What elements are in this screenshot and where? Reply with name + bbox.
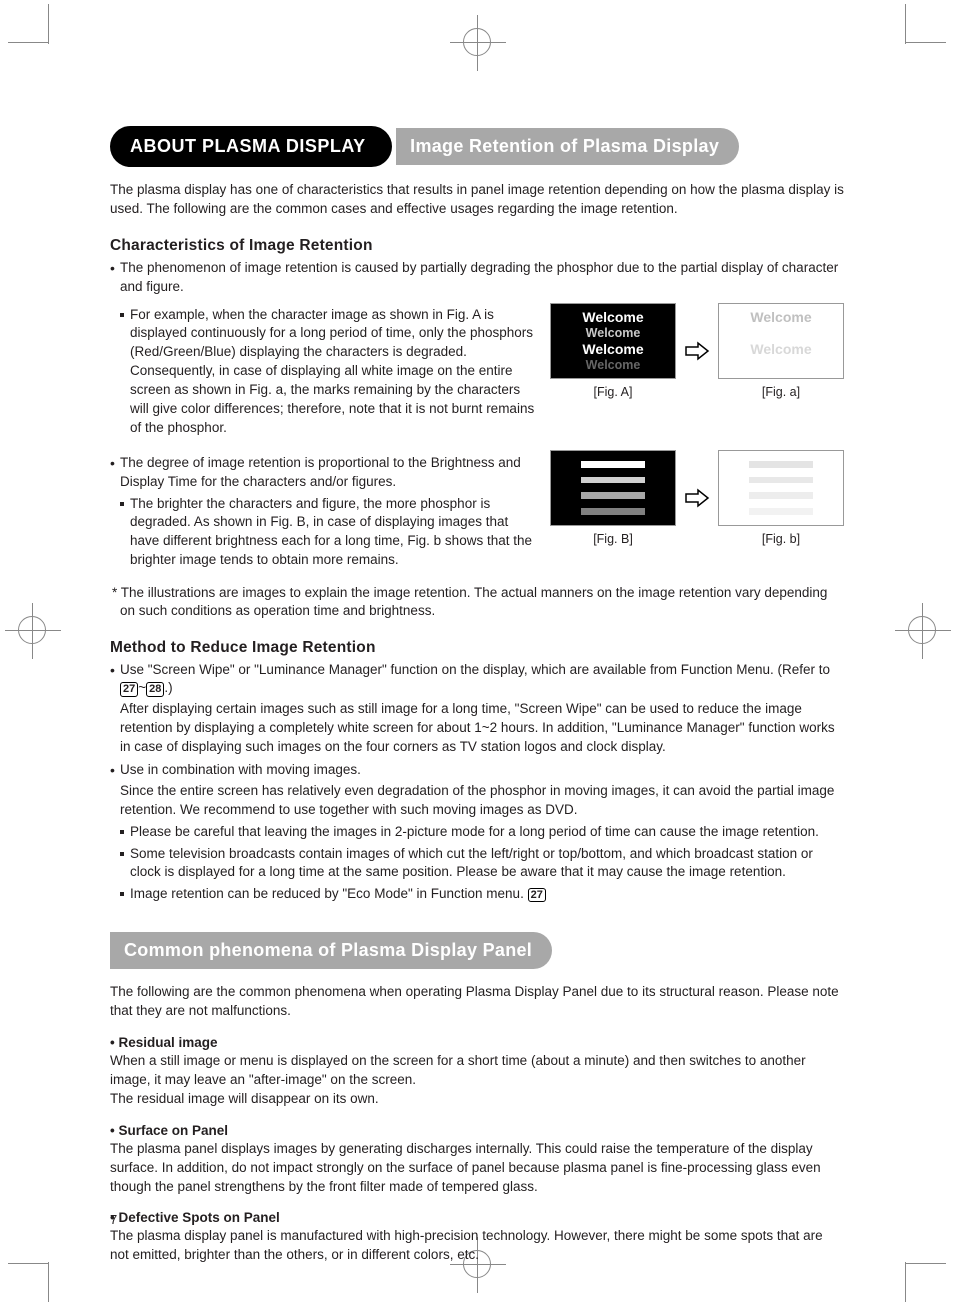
phenomenon-3-h: • Defective Spots on Panel <box>110 1210 844 1225</box>
arrow-icon <box>684 488 710 508</box>
page-number: 7 <box>110 1212 117 1227</box>
subheading-characteristics: Characteristics of Image Retention <box>110 237 844 255</box>
phenomenon-3-p: The plasma display panel is manufactured… <box>110 1227 844 1265</box>
fig-B <box>550 450 676 526</box>
fig-a-label: [Fig. a] <box>762 385 800 399</box>
method-1: Use "Screen Wipe" or "Luminance Manager"… <box>110 661 844 699</box>
section2-intro: The following are the common phenomena w… <box>110 983 844 1021</box>
bullet-2a: The brighter the characters and figure, … <box>120 495 536 571</box>
fig-A-label: [Fig. A] <box>594 385 633 399</box>
method-1-cont: After displaying certain images such as … <box>120 700 844 757</box>
page-content: ABOUT PLASMA DISPLAY Image Retention of … <box>110 94 844 1265</box>
figure-group-B: [Fig. B] [Fig. b] <box>550 450 844 546</box>
bullet-1a: For example, when the character image as… <box>120 306 536 438</box>
intro-text: The plasma display has one of characteri… <box>110 181 844 219</box>
fig-a: Welcome Welcome Welcome Welcome <box>718 303 844 379</box>
section-title-1: Image Retention of Plasma Display <box>396 128 739 165</box>
phenomenon-2-h: • Surface on Panel <box>110 1123 844 1138</box>
method-2a: Please be careful that leaving the image… <box>120 823 844 842</box>
fig-b-label: [Fig. b] <box>762 532 800 546</box>
ref-27b: 27 <box>528 888 546 902</box>
fig-A: Welcome Welcome Welcome Welcome <box>550 303 676 379</box>
method-2c: Image retention can be reduced by "Eco M… <box>120 885 844 904</box>
main-title: ABOUT PLASMA DISPLAY <box>110 126 392 167</box>
ref-27: 27 <box>120 682 138 696</box>
fig-B-label: [Fig. B] <box>593 532 633 546</box>
phenomenon-2-p: The plasma panel displays images by gene… <box>110 1140 844 1197</box>
subheading-method: Method to Reduce Image Retention <box>110 639 844 657</box>
figure-group-A: Welcome Welcome Welcome Welcome [Fig. A]… <box>550 303 844 399</box>
fig-b <box>718 450 844 526</box>
section-title-2: Common phenomena of Plasma Display Panel <box>110 932 552 969</box>
method-2b: Some television broadcasts contain image… <box>120 845 844 883</box>
phenomenon-1-p: When a still image or menu is displayed … <box>110 1052 844 1109</box>
method-2-cont: Since the entire screen has relatively e… <box>120 782 844 820</box>
note-text: * The illustrations are images to explai… <box>110 584 844 620</box>
phenomenon-1-h: • Residual image <box>110 1035 844 1050</box>
arrow-icon <box>684 341 710 361</box>
ref-28: 28 <box>146 682 164 696</box>
bullet-2: The degree of image retention is proport… <box>110 454 536 492</box>
bullet-1: The phenomenon of image retention is cau… <box>110 259 844 297</box>
method-2: Use in combination with moving images. <box>110 761 844 780</box>
